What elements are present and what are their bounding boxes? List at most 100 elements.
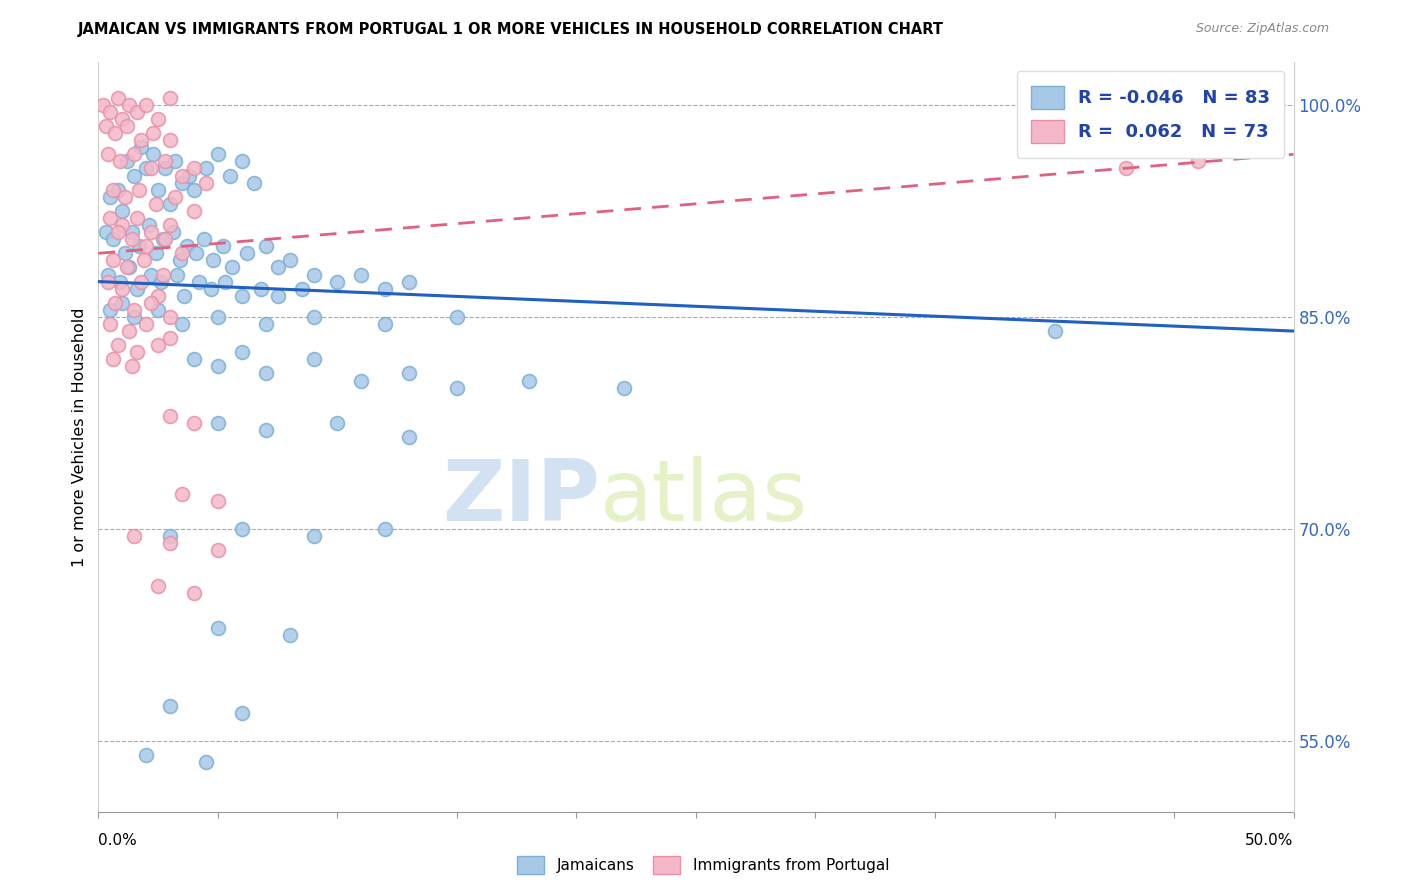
Point <box>291 282 314 296</box>
Point <box>111 282 134 296</box>
Point <box>398 367 420 381</box>
Point <box>118 324 141 338</box>
Point <box>207 543 229 558</box>
Point <box>172 169 194 183</box>
Point <box>1115 161 1137 176</box>
Point <box>94 225 117 239</box>
Point <box>200 282 222 296</box>
Text: atlas: atlas <box>600 456 808 539</box>
Point <box>183 161 205 176</box>
Point <box>446 381 468 395</box>
Point <box>235 246 257 260</box>
Point <box>149 275 172 289</box>
Point <box>159 536 181 550</box>
Point <box>148 112 170 126</box>
Point <box>250 282 273 296</box>
Point <box>155 154 177 169</box>
Point <box>207 147 229 161</box>
Point <box>326 275 349 289</box>
Point <box>125 211 148 225</box>
Point <box>254 239 277 253</box>
Point <box>207 310 229 324</box>
Point <box>98 211 122 225</box>
Point <box>121 225 143 239</box>
Point <box>172 176 194 190</box>
Point <box>128 183 150 197</box>
Text: JAMAICAN VS IMMIGRANTS FROM PORTUGAL 1 OR MORE VEHICLES IN HOUSEHOLD CORRELATION: JAMAICAN VS IMMIGRANTS FROM PORTUGAL 1 O… <box>77 22 943 37</box>
Point <box>254 367 277 381</box>
Point <box>131 275 153 289</box>
Point <box>107 183 129 197</box>
Legend: Jamaicans, Immigrants from Portugal: Jamaicans, Immigrants from Portugal <box>510 850 896 880</box>
Point <box>187 275 209 289</box>
Point <box>111 112 134 126</box>
Point <box>195 161 218 176</box>
Point <box>124 310 146 324</box>
Point <box>179 169 201 183</box>
Point <box>148 289 170 303</box>
Point <box>148 578 170 592</box>
Point <box>350 374 373 388</box>
Point <box>97 275 120 289</box>
Point <box>172 246 194 260</box>
Point <box>114 246 136 260</box>
Point <box>155 161 177 176</box>
Point <box>195 756 218 770</box>
Point <box>98 104 122 119</box>
Point <box>124 529 146 543</box>
Point <box>172 317 194 331</box>
Legend: R = -0.046   N = 83, R =  0.062   N = 73: R = -0.046 N = 83, R = 0.062 N = 73 <box>1017 71 1285 158</box>
Point <box>135 317 157 331</box>
Point <box>162 225 184 239</box>
Point <box>163 190 186 204</box>
Point <box>231 154 253 169</box>
Point <box>207 359 229 374</box>
Point <box>176 239 198 253</box>
Point <box>101 352 124 367</box>
Point <box>302 529 325 543</box>
Point <box>152 232 174 246</box>
Point <box>350 268 373 282</box>
Point <box>231 522 253 536</box>
Point <box>207 416 229 430</box>
Point <box>152 268 174 282</box>
Point <box>104 295 127 310</box>
Point <box>517 374 540 388</box>
Point <box>183 183 205 197</box>
Point <box>278 628 301 642</box>
Text: Source: ZipAtlas.com: Source: ZipAtlas.com <box>1195 22 1329 36</box>
Point <box>135 748 157 763</box>
Point <box>231 345 253 359</box>
Point <box>207 493 229 508</box>
Point <box>139 225 162 239</box>
Point <box>302 310 325 324</box>
Point <box>118 98 141 112</box>
Point <box>446 310 468 324</box>
Point <box>115 260 138 275</box>
Point <box>1187 154 1209 169</box>
Point <box>173 289 195 303</box>
Point <box>125 104 148 119</box>
Point <box>374 317 396 331</box>
Point <box>159 331 181 345</box>
Point <box>145 196 167 211</box>
Point <box>98 317 122 331</box>
Point <box>135 239 157 253</box>
Point <box>278 253 301 268</box>
Point <box>267 289 290 303</box>
Point <box>166 268 188 282</box>
Point <box>302 352 325 367</box>
Point <box>128 239 150 253</box>
Point <box>125 345 148 359</box>
Point <box>131 133 153 147</box>
Point <box>98 302 122 317</box>
Point <box>101 253 124 268</box>
Point <box>159 218 181 232</box>
Point <box>139 295 162 310</box>
Point <box>148 338 170 352</box>
Point <box>1043 324 1066 338</box>
Point <box>107 225 129 239</box>
Point <box>398 430 420 444</box>
Point <box>139 268 162 282</box>
Point <box>254 317 277 331</box>
